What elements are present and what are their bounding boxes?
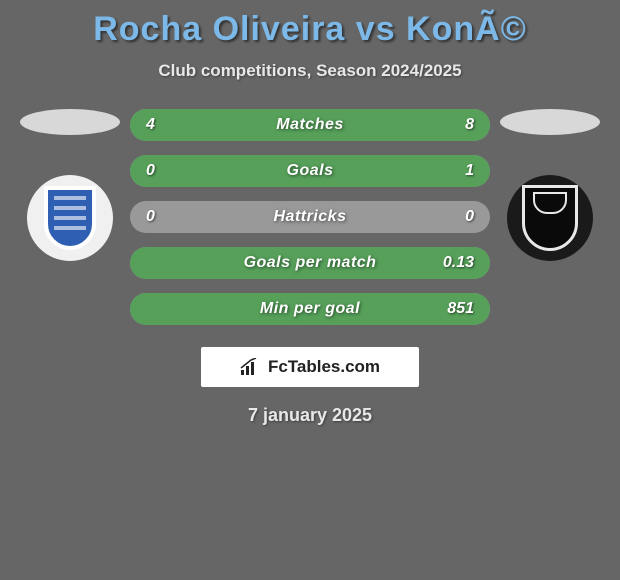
stat-bar: Goals per match0.13	[130, 247, 490, 279]
comparison-body: 4Matches80Goals10Hattricks0Goals per mat…	[0, 109, 620, 325]
stat-label: Hattricks	[130, 208, 490, 226]
left-club-badge	[27, 175, 113, 261]
left-player-column	[20, 109, 120, 261]
stat-right-value: 851	[447, 300, 474, 318]
stat-bar: Min per goal851	[130, 293, 490, 325]
left-player-ellipse	[20, 109, 120, 135]
stat-bar: 4Matches8	[130, 109, 490, 141]
page-title: Rocha Oliveira vs KonÃ©	[0, 0, 620, 49]
snapshot-date: 7 january 2025	[0, 405, 620, 426]
stat-right-value: 8	[465, 116, 474, 134]
right-player-ellipse	[500, 109, 600, 135]
stat-label: Goals per match	[130, 254, 490, 272]
stat-right-value: 1	[465, 162, 474, 180]
brand-box: FcTables.com	[201, 347, 419, 387]
shield-icon	[44, 186, 96, 250]
right-player-column	[500, 109, 600, 261]
stat-label: Min per goal	[130, 300, 490, 318]
stats-list: 4Matches80Goals10Hattricks0Goals per mat…	[130, 109, 490, 325]
stat-bar: 0Goals1	[130, 155, 490, 187]
chart-icon	[240, 358, 262, 376]
shield-icon	[522, 185, 578, 251]
right-club-badge	[507, 175, 593, 261]
stat-label: Matches	[130, 116, 490, 134]
stat-right-value: 0	[465, 208, 474, 226]
stat-label: Goals	[130, 162, 490, 180]
stat-right-value: 0.13	[443, 254, 474, 272]
page-subtitle: Club competitions, Season 2024/2025	[0, 61, 620, 81]
brand-label: FcTables.com	[268, 357, 380, 377]
stat-bar: 0Hattricks0	[130, 201, 490, 233]
